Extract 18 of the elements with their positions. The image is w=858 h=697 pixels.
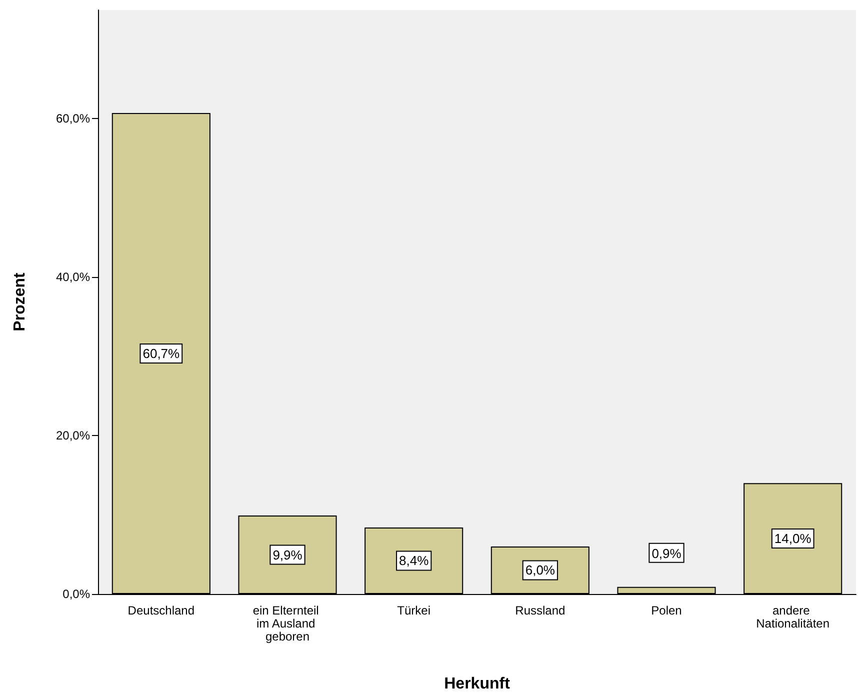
x-axis-title: Herkunft xyxy=(444,676,511,692)
data-label: 60,7% xyxy=(142,346,180,362)
y-tick-label: 0,0% xyxy=(62,587,90,601)
y-tick-label: 60,0% xyxy=(56,112,90,126)
data-label: 8,4% xyxy=(399,553,430,568)
data-label: 6,0% xyxy=(525,562,556,578)
x-tick-label: Russland xyxy=(515,604,566,618)
data-label: 0,9% xyxy=(652,546,682,561)
x-tick-label: andere Nationalitäten xyxy=(756,604,830,630)
data-label: 14,0% xyxy=(774,531,812,546)
x-tick-label: Polen xyxy=(651,604,682,618)
x-tick-label: Türkei xyxy=(397,604,431,618)
x-tick-label: Deutschland xyxy=(128,604,195,618)
y-axis-title: Prozent xyxy=(12,272,28,332)
y-tick-label: 40,0% xyxy=(56,270,90,284)
x-tick-label: ein Elternteil im Ausland geboren xyxy=(252,604,322,644)
data-label: 9,9% xyxy=(272,547,303,562)
y-tick-label: 20,0% xyxy=(56,428,90,443)
